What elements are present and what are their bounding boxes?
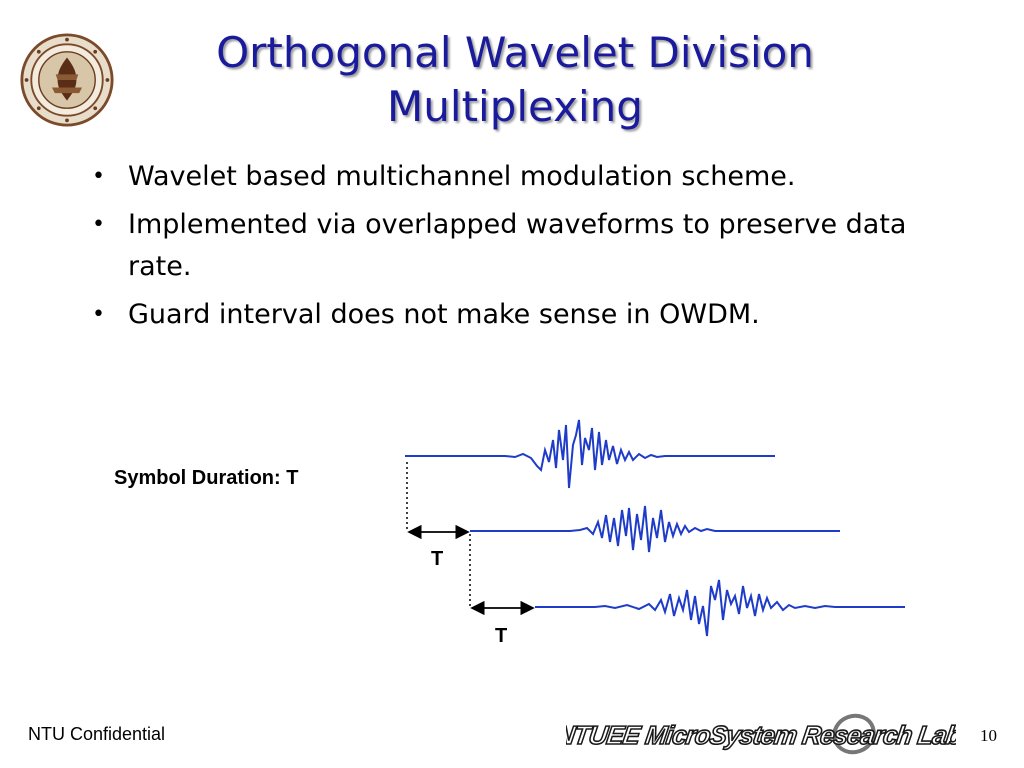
- bullet-glyph: •: [92, 164, 105, 189]
- slide-title: Orthogonal Wavelet Division Multiplexing: [150, 26, 880, 134]
- bullet-item: • Wavelet based multichannel modulation …: [90, 156, 970, 198]
- slide-title-line1: Orthogonal Wavelet Division: [216, 28, 814, 77]
- bullet-text: Wavelet based multichannel modulation sc…: [128, 161, 796, 192]
- bullet-text: Guard interval does not make sense in OW…: [128, 299, 760, 330]
- bullet-text: Implemented via overlapped waveforms to …: [128, 209, 907, 282]
- bullet-list: • Wavelet based multichannel modulation …: [90, 156, 970, 342]
- lab-name: NTUEE MicroSystem Research Lab.: [566, 720, 956, 750]
- symbol-duration-label: Symbol Duration: T: [114, 467, 299, 489]
- slide-title-line2: Multiplexing: [387, 82, 643, 131]
- ntu-seal-icon: [20, 33, 114, 127]
- bullet-item: • Implemented via overlapped waveforms t…: [90, 204, 970, 288]
- waveform-1: [405, 419, 775, 489]
- page-number: 10: [980, 726, 997, 745]
- lab-logo-icon: NTUEE MicroSystem Research Lab.: [553, 713, 970, 755]
- overlapped-waveforms-figure: [405, 419, 905, 637]
- bullet-glyph: •: [92, 302, 105, 327]
- offset-label-2: T: [495, 625, 508, 647]
- offset-label-1: T: [431, 548, 444, 570]
- bullet-glyph: •: [92, 212, 105, 237]
- waveform-3: [535, 579, 905, 637]
- bullet-item: • Guard interval does not make sense in …: [90, 294, 970, 336]
- waveform-2: [470, 505, 840, 553]
- lab-logo: NTUEE MicroSystem Research Lab.: [553, 712, 970, 756]
- footer-confidential: NTU Confidential: [28, 724, 166, 744]
